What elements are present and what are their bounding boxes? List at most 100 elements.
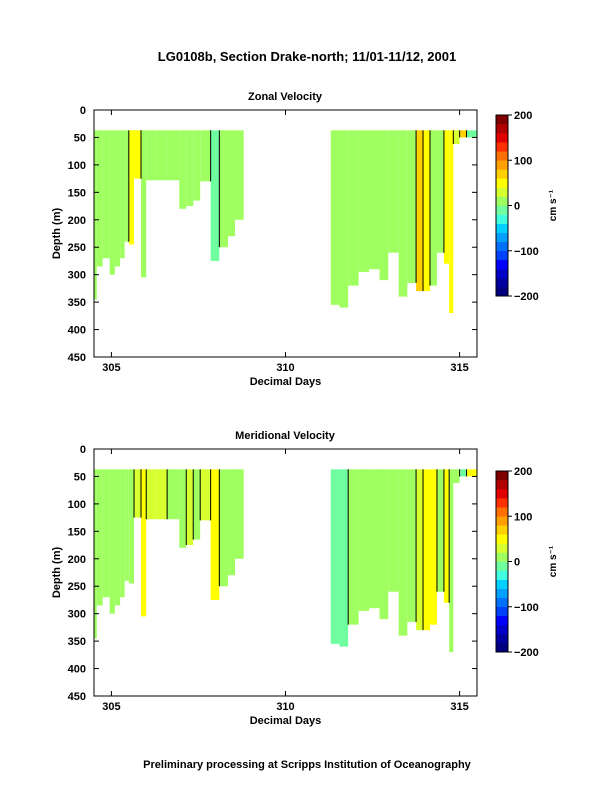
meridional-velocity-cell-11 <box>156 469 168 520</box>
zonal-colorbar-swatch-12 <box>496 178 508 188</box>
meridional-velocity-cell-21 <box>330 469 340 644</box>
zonal-y-tick-label: 300 <box>68 270 86 282</box>
meridional-velocity-cell-2 <box>102 469 110 598</box>
zonal-velocity-cell-21 <box>330 130 340 305</box>
meridional-velocity-cell-0 <box>94 469 97 639</box>
zonal-velocity-cell-25 <box>369 130 380 270</box>
zonal-colorbar-swatch-13 <box>496 169 508 179</box>
meridional-velocity-cell-12 <box>167 469 180 520</box>
meridional-velocity-cell-8 <box>134 469 141 518</box>
meridional-velocity-cell-37 <box>459 469 467 477</box>
meridional-velocity-cell-28 <box>398 469 408 636</box>
meridional-velocity-cell-20 <box>235 469 244 559</box>
meridional-colorbar-swatch-14 <box>496 516 508 526</box>
meridional-velocity-cell-17 <box>210 469 220 600</box>
zonal-velocity-cell-9 <box>141 130 147 278</box>
zonal-velocity-cell-37 <box>459 130 467 138</box>
zonal-velocity-cell-8 <box>134 130 141 179</box>
meridional-y-tick-label: 150 <box>68 526 86 538</box>
zonal-colorbar-swatch-8 <box>496 214 508 224</box>
zonal-colorbar-swatch-1 <box>496 277 508 288</box>
zonal-colorbar-swatch-0 <box>496 286 508 297</box>
zonal-velocity-cell-1 <box>96 130 103 267</box>
zonal-y-tick-label: 400 <box>68 325 86 337</box>
meridional-velocity-cell-26 <box>379 469 389 620</box>
meridional-velocity-panel: Meridional Velocity 0 50 100 150 200 250 300 35… <box>51 430 559 727</box>
meridional-x-tick-label: 310 <box>276 701 294 713</box>
zonal-colorbar-label: cm s⁻¹ <box>548 189 559 221</box>
meridional-y-tick-label: 100 <box>68 499 86 511</box>
meridional-colorbar-swatch-11 <box>496 543 508 553</box>
meridional-velocity-cell-19 <box>228 469 236 576</box>
zonal-velocity-cell-0 <box>94 130 97 300</box>
meridional-colorbar-swatch-8 <box>496 570 508 580</box>
meridional-velocity-cell-3 <box>109 469 115 614</box>
meridional-colorbar-swatch-4 <box>496 606 508 617</box>
zonal-colorbar-swatch-17 <box>496 133 508 143</box>
meridional-colorbar-tick-label: 0 <box>514 557 520 569</box>
zonal-colorbar-swatch-2 <box>496 268 508 279</box>
zonal-colorbar-tick-label: −100 <box>514 246 539 258</box>
meridional-colorbar-swatch-5 <box>496 597 508 608</box>
meridional-y-tick-label: 50 <box>74 471 86 483</box>
meridional-velocity-cell-36 <box>453 469 460 484</box>
meridional-colorbar-swatch-15 <box>496 507 508 517</box>
zonal-x-tick-label: 315 <box>450 362 468 374</box>
zonal-colorbar-swatch-3 <box>496 259 508 270</box>
meridional-x-axis: 305 310 315 <box>102 449 469 713</box>
zonal-colorbar-swatch-19 <box>496 115 508 125</box>
meridional-velocity-cell-5 <box>120 469 125 598</box>
meridional-velocity-cell-7 <box>128 469 135 584</box>
meridional-colorbar-swatch-16 <box>496 498 508 508</box>
meridional-velocity-cell-15 <box>193 469 201 540</box>
meridional-contour-lines <box>133 469 468 631</box>
figure-title: LG0108b, Section Drake-north; 11/01-11/1… <box>158 49 456 64</box>
zonal-x-tick-label: 305 <box>102 362 120 374</box>
meridional-y-axis: 0 50 100 150 200 250 300 350 400 450 <box>68 444 477 703</box>
zonal-y-tick-label: 350 <box>68 297 86 309</box>
zonal-colorbar-tick-label: −200 <box>514 291 539 303</box>
zonal-colorbar-swatch-15 <box>496 151 508 161</box>
zonal-velocity-cell-15 <box>193 130 201 201</box>
meridional-colorbar-tick-label: −200 <box>514 647 539 659</box>
zonal-velocity-cell-33 <box>436 130 444 253</box>
zonal-velocity-cell-29 <box>407 130 417 283</box>
zonal-velocity-cell-18 <box>219 130 229 248</box>
meridional-velocity-cell-38 <box>466 469 477 477</box>
meridional-velocity-cell-27 <box>388 469 399 592</box>
zonal-velocity-cell-5 <box>120 130 125 259</box>
meridional-velocity-cell-22 <box>339 469 349 647</box>
meridional-colorbar-swatch-7 <box>496 579 508 589</box>
processing-footer: Preliminary processing at Scripps Instit… <box>143 759 472 771</box>
meridional-y-tick-label: 0 <box>80 444 86 456</box>
meridional-colorbar-swatch-17 <box>496 489 508 499</box>
zonal-velocity-cell-17 <box>210 130 220 261</box>
meridional-velocity-cell-18 <box>219 469 229 587</box>
meridional-velocity-cell-32 <box>430 469 437 625</box>
zonal-colorbar-swatch-7 <box>496 223 508 233</box>
meridional-y-axis-label: Depth (m) <box>51 547 63 599</box>
zonal-velocity-cell-10 <box>146 130 157 181</box>
zonal-x-axis-label: Decimal Days <box>250 376 322 388</box>
zonal-y-tick-label: 0 <box>80 105 86 117</box>
meridional-velocity-cell-14 <box>186 469 194 546</box>
zonal-velocity-cell-12 <box>167 130 180 181</box>
meridional-velocity-cell-31 <box>423 469 430 631</box>
meridional-colorbar-tick-label: −100 <box>514 602 539 614</box>
meridional-velocity-cell-9 <box>141 469 147 617</box>
zonal-velocity-cell-20 <box>235 130 244 220</box>
meridional-y-tick-label: 300 <box>68 609 86 621</box>
meridional-y-tick-label: 450 <box>68 691 86 703</box>
zonal-velocity-cell-28 <box>398 130 408 297</box>
zonal-velocity-cell-35 <box>449 130 454 314</box>
zonal-y-tick-label: 50 <box>74 132 86 144</box>
zonal-velocity-cell-24 <box>358 130 370 272</box>
zonal-velocity-cell-7 <box>128 130 135 245</box>
zonal-y-axis-label: Depth (m) <box>51 208 63 260</box>
meridional-colorbar-swatch-12 <box>496 534 508 544</box>
zonal-velocity-cell-4 <box>114 130 121 267</box>
zonal-velocity-cell-22 <box>339 130 349 308</box>
zonal-colorbar-swatch-9 <box>496 205 508 215</box>
meridional-velocity-cell-10 <box>146 469 157 520</box>
zonal-colorbar-swatch-11 <box>496 187 508 197</box>
